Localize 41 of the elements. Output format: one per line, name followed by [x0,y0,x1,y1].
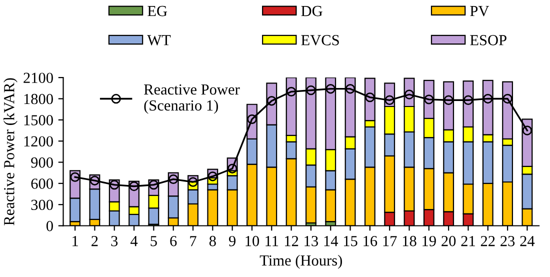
x-tick-label: 14 [324,236,338,246]
x-tick-label: 2 [92,236,98,246]
x-tick-label: 19 [422,236,436,246]
x-tick-label: 11 [266,236,278,246]
x-tick-label: 7 [190,236,196,246]
x-tick-label: 1 [72,236,78,246]
x-tick-label: 10 [246,236,260,246]
x-tick-label: 6 [170,236,177,246]
x-tick-label: 4 [130,236,138,246]
x-tick-label: 15 [344,236,358,246]
x-tick-label: 5 [150,236,157,246]
y-tick-label: 1200 [24,136,53,147]
x-tick-label: 17 [383,236,397,246]
y-tick-label: 900 [31,157,53,168]
legend-label: EG [148,6,168,16]
x-axis-title: Time (Hours) [260,254,342,269]
x-tick-label: 21 [461,236,475,246]
x-tick-label: 24 [520,236,535,246]
legend-label: WT [147,35,171,46]
x-tick-label: 8 [209,236,216,246]
y-tick-label: 1800 [24,94,53,104]
y-tick-label: 0 [46,220,53,232]
x-tick-label: 3 [111,236,118,246]
y-tick-label: 1500 [24,115,53,126]
x-tick-label: 16 [364,236,378,246]
x-tick-label: 20 [442,236,456,246]
x-tick-label: 9 [228,236,236,246]
legend-label: PV [470,6,490,16]
x-tick-label: 18 [402,236,416,246]
y-tick-label: 300 [31,200,53,210]
legend-label: ESOP [470,35,506,46]
y-tick-label: 600 [31,178,53,189]
y-tick-label: 2100 [24,72,53,84]
y-axis-title: Reactive Power (kVAR) [4,78,18,226]
x-tick-label: 23 [500,236,515,246]
x-tick-label: 22 [480,236,495,246]
x-tick-label: 12 [285,236,298,246]
x-tick-label: 13 [304,236,318,246]
legend-label: Reactive Power (Scenario 1) [144,84,240,114]
legend-label: EVCS [301,35,339,46]
legend-label: DG [301,6,322,16]
